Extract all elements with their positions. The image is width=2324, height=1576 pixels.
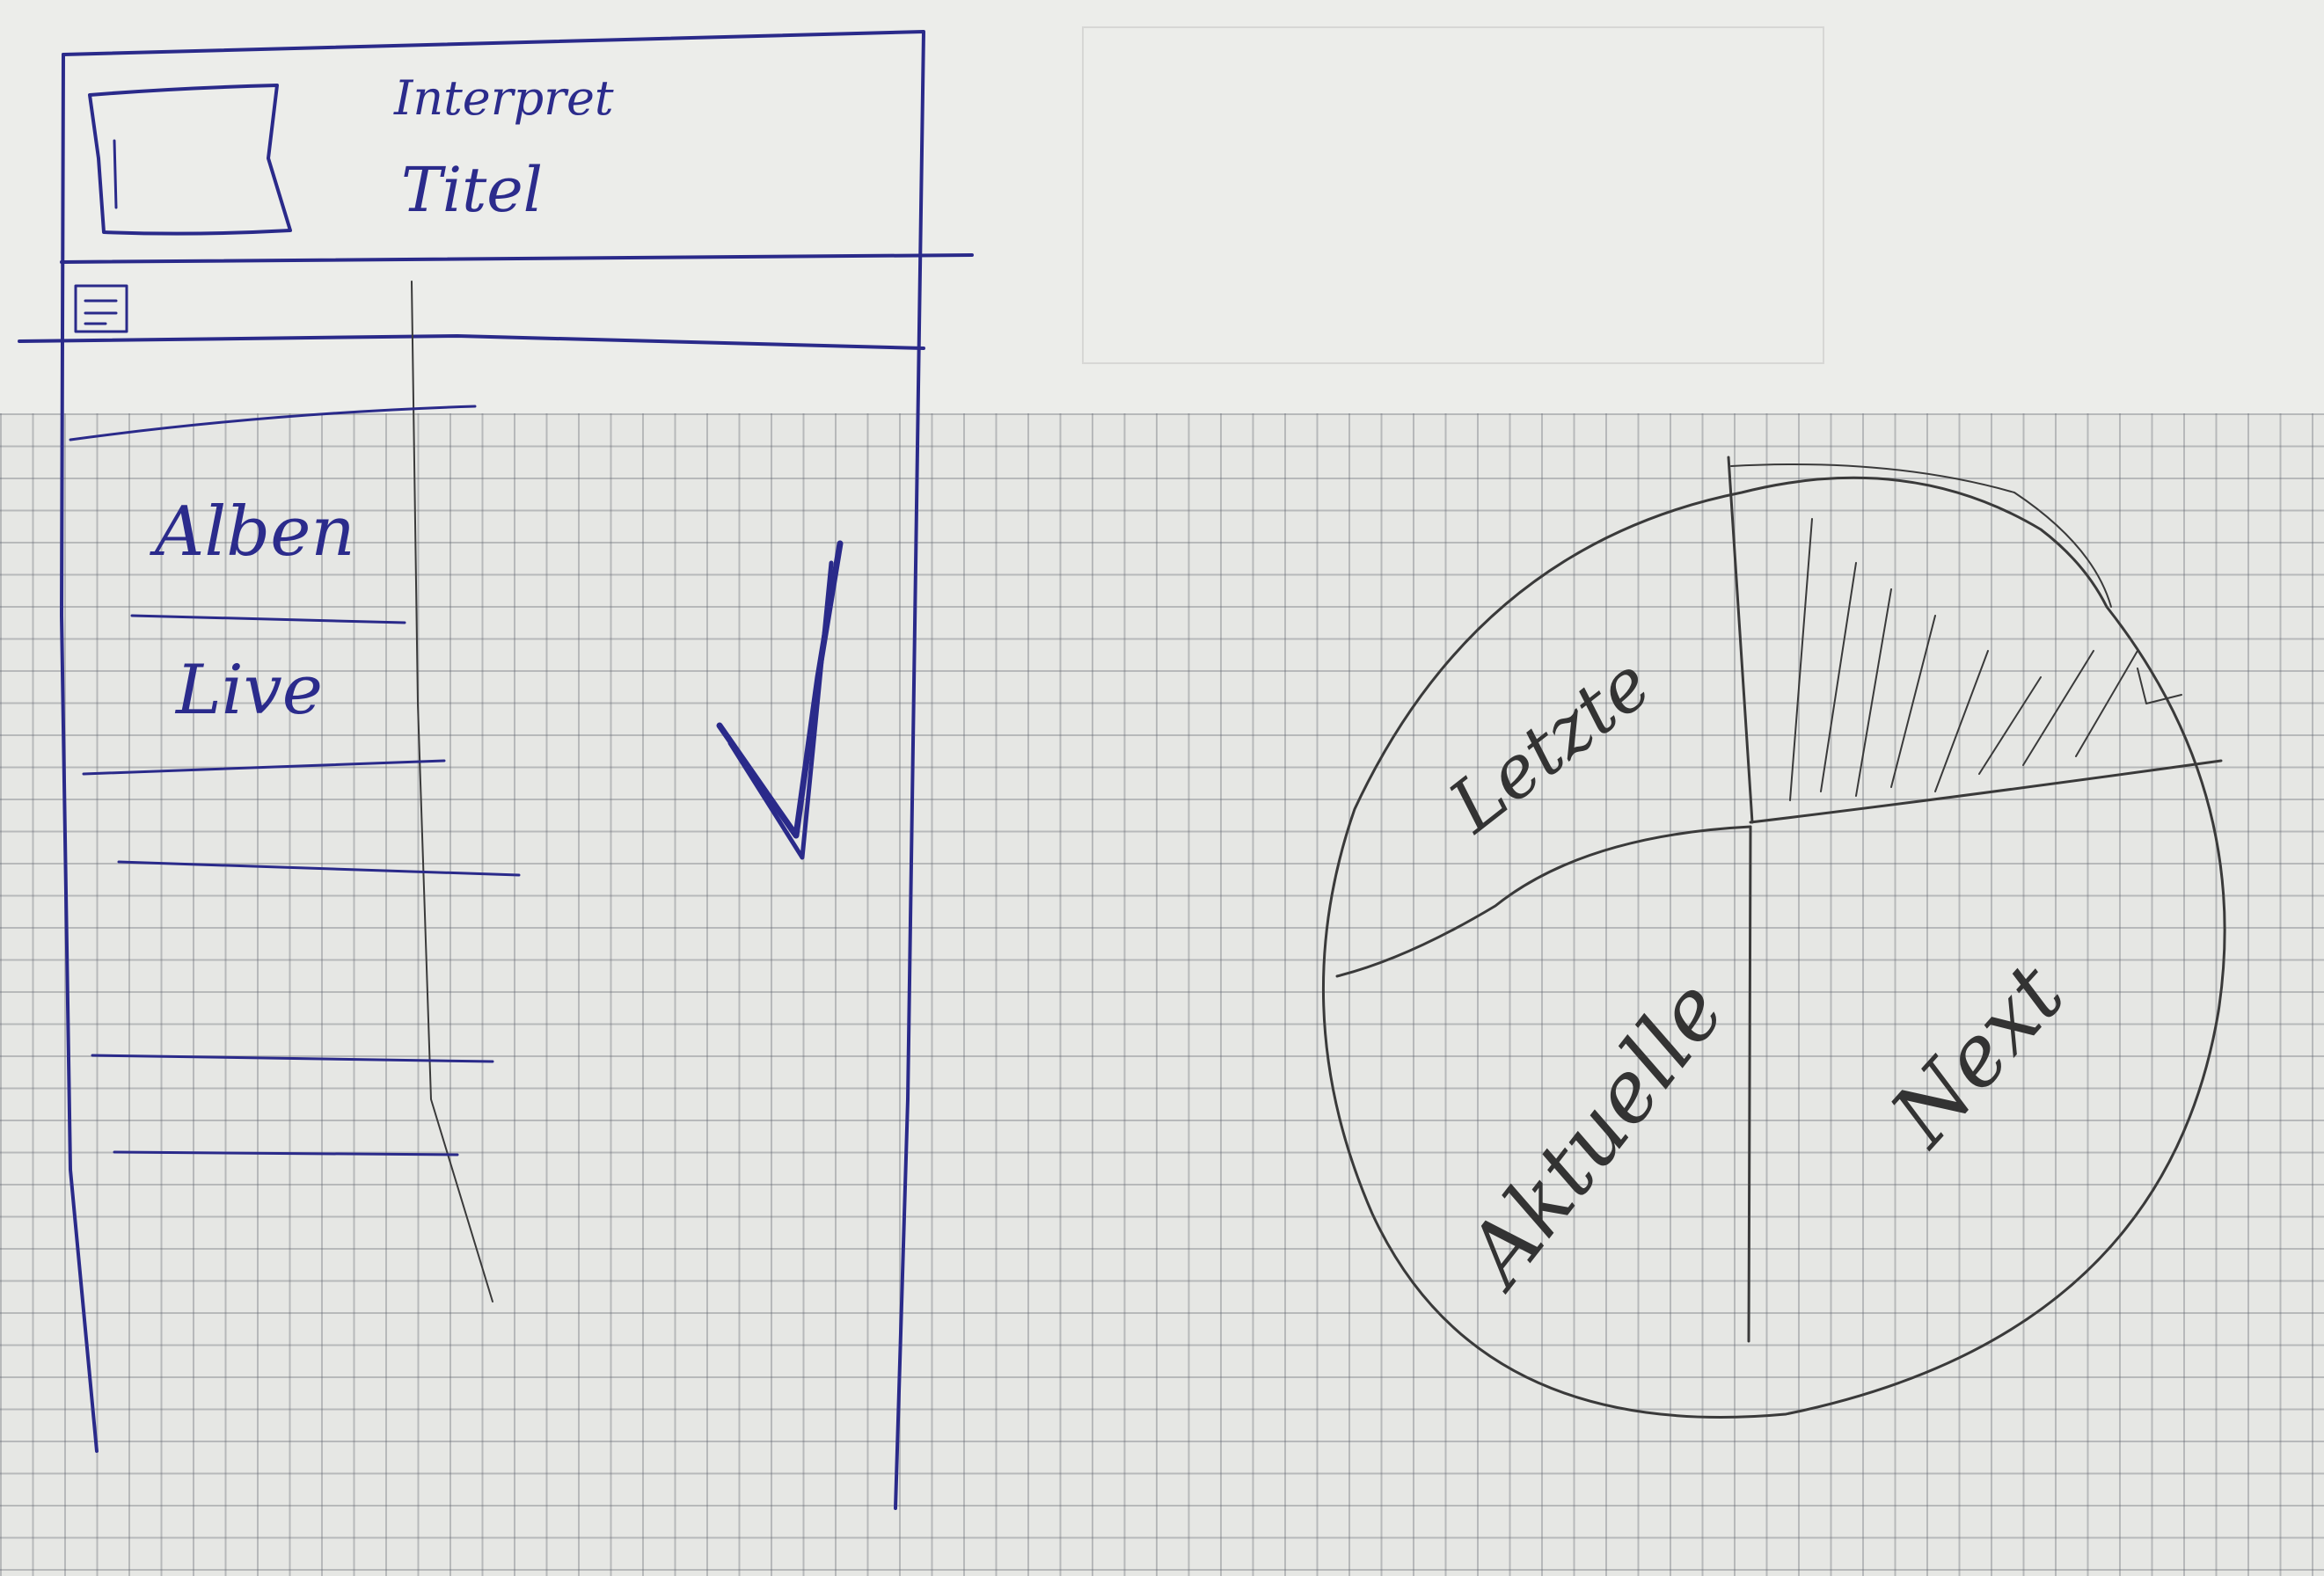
blank-paper-area [0,0,2324,413]
album-art-placeholder [88,84,292,236]
menu-item-live: Live [176,651,323,730]
artist-label: Interpret [394,70,614,126]
list-lines [69,405,521,1156]
toolbar-divider [18,334,925,350]
phone-frame [60,30,925,1510]
title-label: Titel [401,154,544,226]
grid-paper-area [0,413,2324,1576]
checkmark-icon [716,540,844,860]
faint-background-sheet [1082,26,1824,364]
menu-icon [74,284,128,333]
wheel-diagram [1321,456,2226,1419]
header-divider [60,253,974,264]
menu-item-alben: Alben [155,492,355,572]
sidebar-edge [411,281,493,1302]
